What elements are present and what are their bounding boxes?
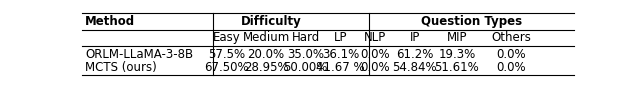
Text: 20.0%: 20.0% [248, 48, 285, 61]
Text: MCTS (ours): MCTS (ours) [85, 61, 157, 74]
Text: 51.61%: 51.61% [435, 61, 479, 74]
Text: 28.95%: 28.95% [244, 61, 288, 74]
Text: 0.0%: 0.0% [497, 48, 526, 61]
Text: 0.0%: 0.0% [360, 48, 390, 61]
Text: 19.3%: 19.3% [438, 48, 476, 61]
Text: Difficulty: Difficulty [241, 15, 301, 28]
Text: Question Types: Question Types [420, 15, 522, 28]
Text: 35.0%: 35.0% [287, 48, 324, 61]
Text: 0.0%: 0.0% [360, 61, 390, 74]
Text: Easy: Easy [212, 31, 240, 44]
Text: LP: LP [333, 31, 347, 44]
Text: 67.50%: 67.50% [204, 61, 248, 74]
Text: Hard: Hard [292, 31, 320, 44]
Text: 61.2%: 61.2% [396, 48, 433, 61]
Text: 41.67 %: 41.67 % [316, 61, 365, 74]
Text: 57.5%: 57.5% [208, 48, 245, 61]
Text: NLP: NLP [364, 31, 387, 44]
Text: 36.1%: 36.1% [322, 48, 359, 61]
Text: IP: IP [410, 31, 420, 44]
Text: 0.0%: 0.0% [497, 61, 526, 74]
Text: 54.84%: 54.84% [392, 61, 437, 74]
Text: Method: Method [85, 15, 135, 28]
Text: ORLM-LLaMA-3-8B: ORLM-LLaMA-3-8B [85, 48, 193, 61]
Text: Others: Others [492, 31, 531, 44]
Text: MIP: MIP [447, 31, 467, 44]
Text: Medium: Medium [243, 31, 290, 44]
Text: 50.00%: 50.00% [284, 61, 328, 74]
